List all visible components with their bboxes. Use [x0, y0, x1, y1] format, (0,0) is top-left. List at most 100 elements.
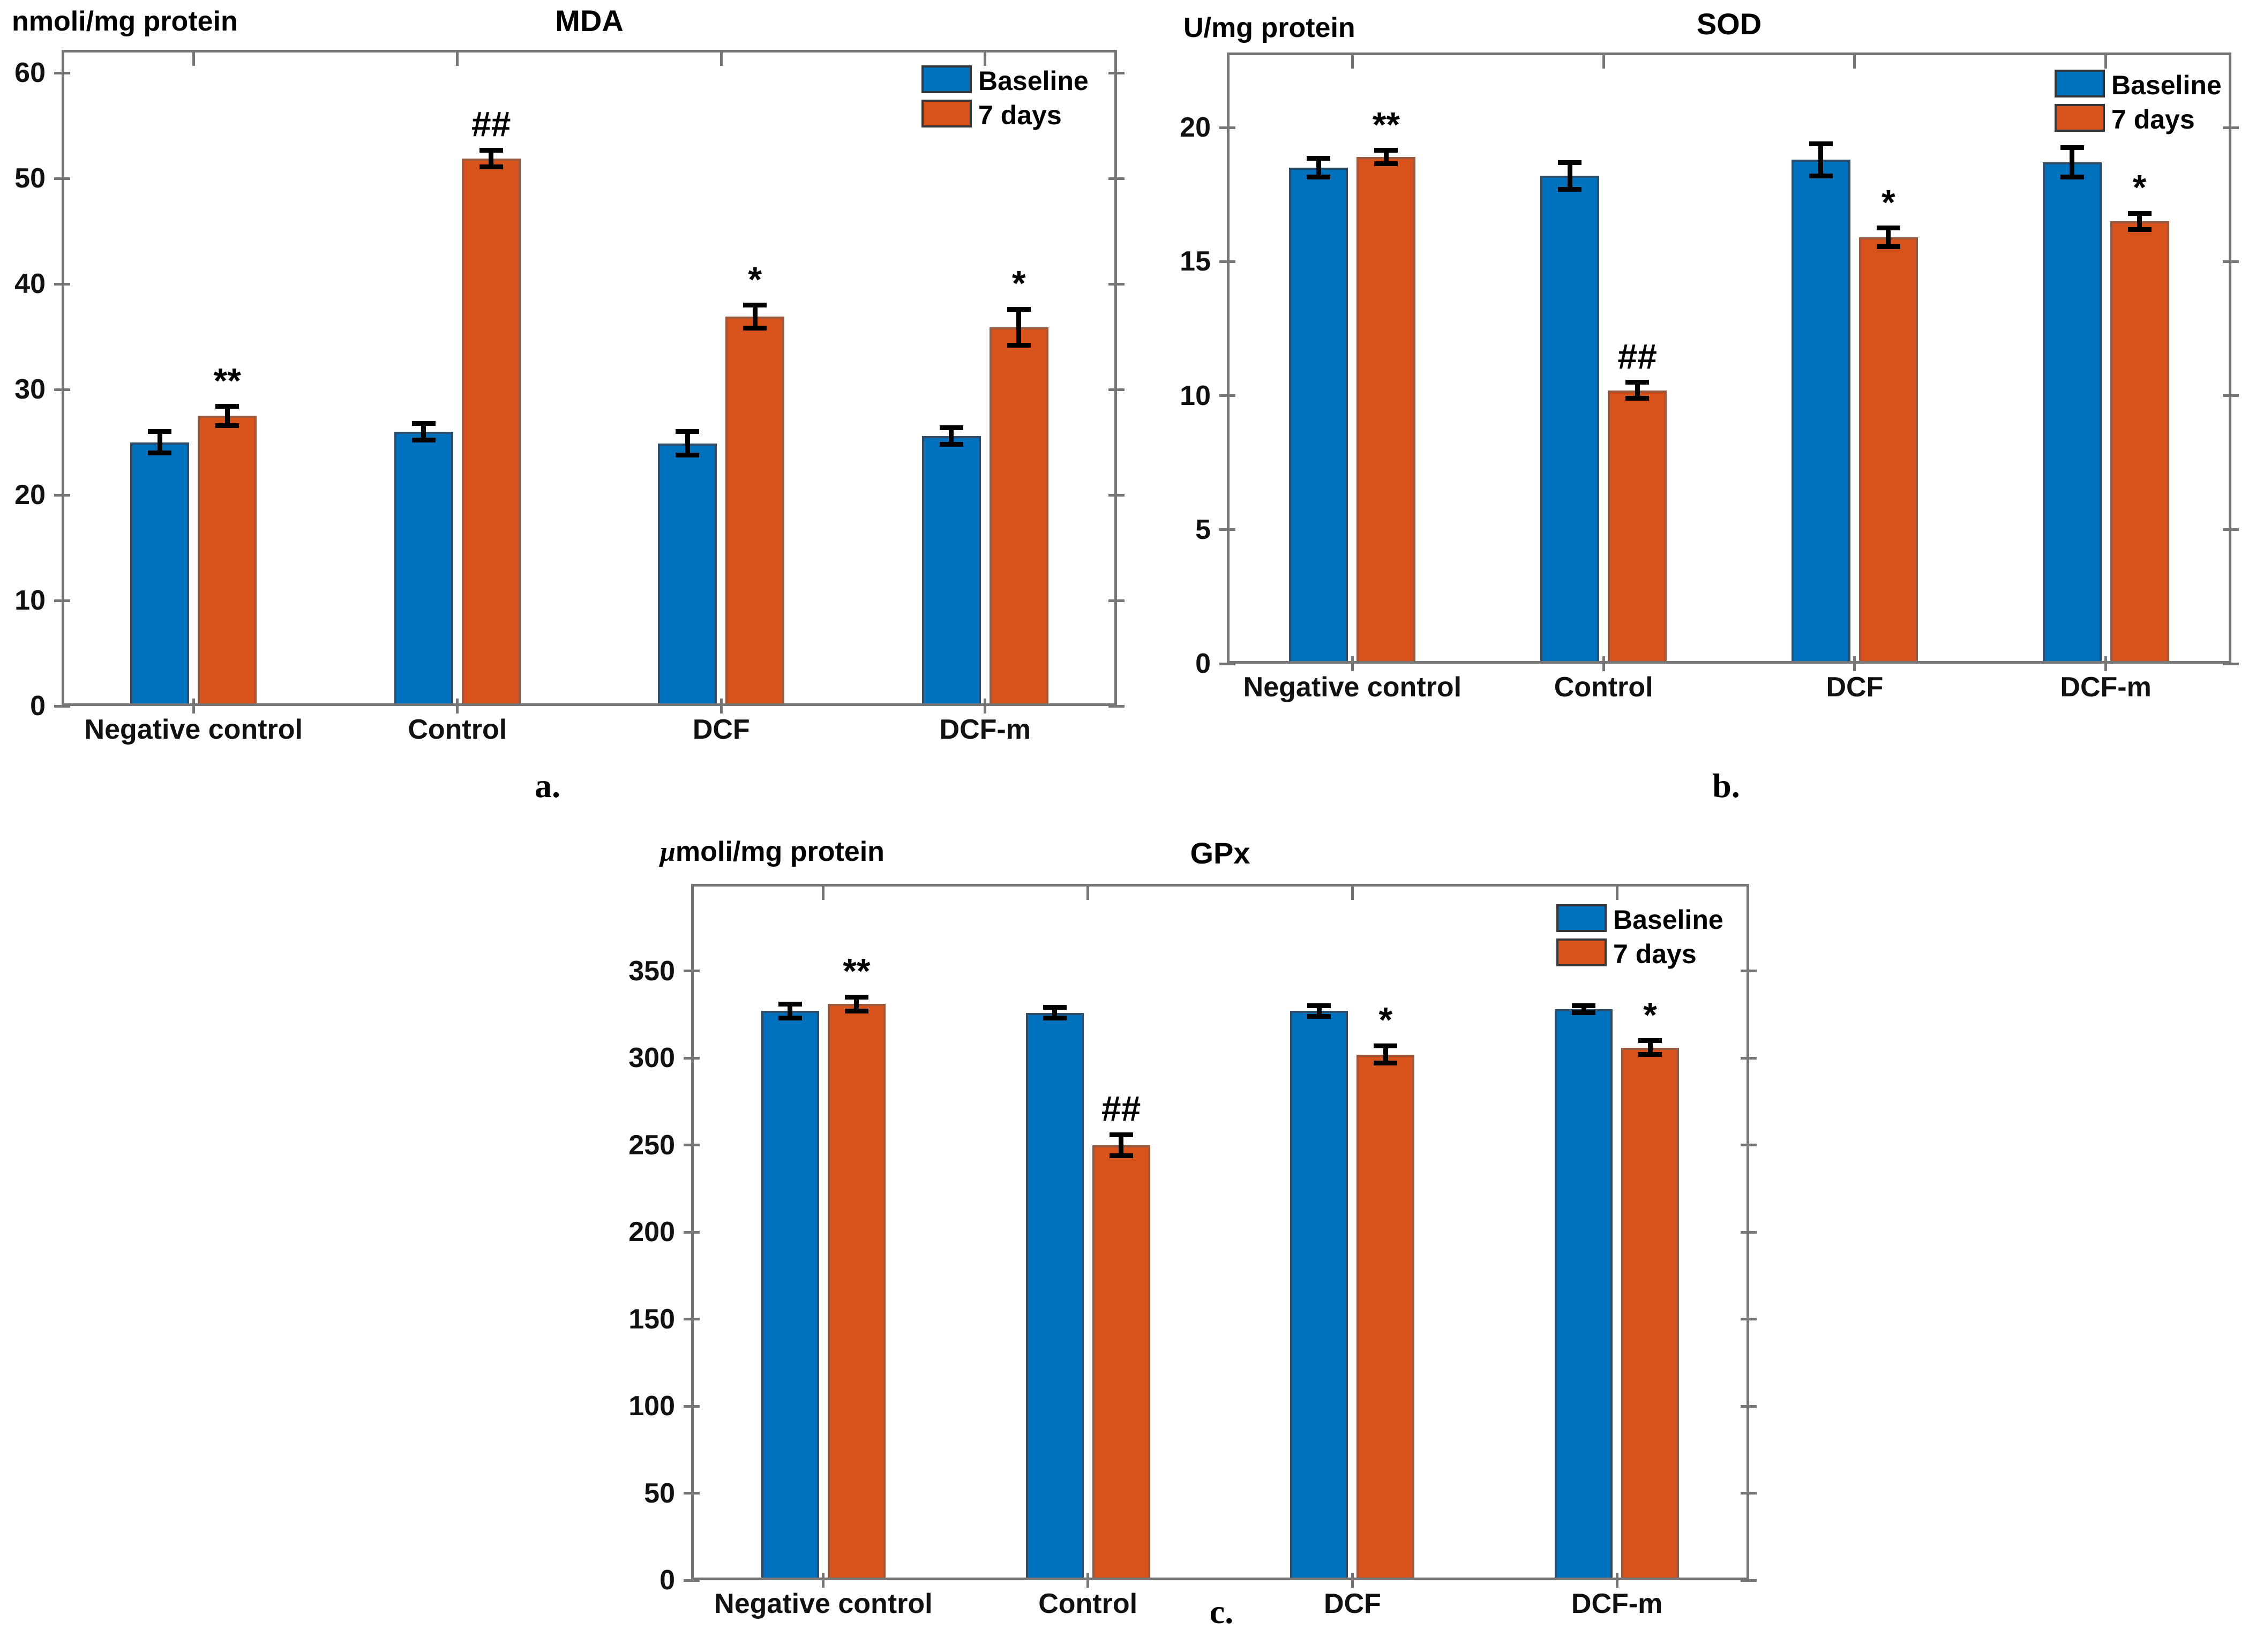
x-tick-bottom: [2104, 656, 2108, 671]
error-bar-cap-bottom: [1374, 1061, 1398, 1066]
significance-annotation: **: [213, 361, 241, 401]
legend-swatch-baseline: [1556, 904, 1607, 932]
y-tick-label: 100: [628, 1391, 675, 1422]
error-bar-line: [1052, 1007, 1058, 1018]
error-bar-line: [1818, 144, 1824, 176]
y-tick-left: [684, 1492, 700, 1495]
error-bar-cap-top: [479, 147, 503, 153]
error-bar-line: [1647, 1040, 1653, 1055]
error-bar-cap-top: [1307, 156, 1331, 161]
significance-annotation: ##: [1101, 1088, 1141, 1129]
y-tick-left: [684, 1144, 700, 1146]
significance-annotation: *: [2132, 167, 2147, 207]
bar-baseline: [1290, 1011, 1348, 1580]
x-tick-bottom: [456, 699, 459, 714]
y-tick-right: [2223, 528, 2239, 531]
y-tick-label: 20: [1180, 112, 1211, 144]
legend-swatch-seven_days: [921, 100, 972, 127]
x-tick-top: [1615, 884, 1618, 900]
x-category-label: Negative control: [1243, 672, 1462, 703]
y-tick-right: [1741, 1230, 1757, 1234]
y-tick-label: 50: [14, 163, 46, 194]
error-bar-cap-top: [2127, 211, 2152, 216]
y-tick-label: 5: [1195, 514, 1211, 545]
y-tick-left: [54, 388, 70, 391]
x-category-label: DCF: [1323, 1588, 1381, 1619]
error-bar-cap-top: [743, 303, 767, 308]
bar-7days: [198, 416, 257, 706]
y-tick-left: [54, 71, 70, 74]
error-bar-line: [788, 1004, 793, 1018]
x-category-label: Control: [408, 714, 507, 745]
y-tick-left: [1219, 260, 1235, 263]
y-tick-label: 60: [14, 57, 46, 89]
bar-baseline: [1555, 1009, 1613, 1580]
error-bar-line: [1567, 162, 1572, 190]
y-tick-right: [1108, 177, 1125, 180]
x-tick-bottom: [192, 699, 195, 714]
significance-annotation: **: [1372, 104, 1400, 145]
error-bar-line: [1886, 228, 1891, 247]
significance-annotation: *: [748, 259, 762, 299]
y-tick-left: [684, 1405, 700, 1408]
error-bar-cap-bottom: [1007, 342, 1031, 348]
x-tick-top: [1602, 52, 1605, 69]
y-tick-left: [1219, 662, 1235, 665]
x-category-label: Negative control: [714, 1588, 933, 1619]
y-tick-right: [1108, 493, 1125, 497]
y-tick-left: [54, 599, 70, 602]
error-bar-line: [489, 150, 494, 167]
chart-title: SOD: [1696, 7, 1762, 41]
error-bar-line: [421, 423, 426, 440]
y-tick-right: [1741, 1492, 1757, 1495]
bar-baseline: [130, 442, 190, 706]
x-tick-top: [1351, 52, 1354, 69]
error-bar-cap-bottom: [939, 442, 963, 447]
y-tick-label: 0: [30, 690, 46, 722]
error-bar-line: [1635, 382, 1640, 399]
error-bar-cap-top: [215, 404, 239, 409]
x-tick-top: [456, 50, 459, 66]
error-bar-cap-top: [1558, 160, 1582, 165]
error-bar-cap-top: [1043, 1005, 1067, 1010]
y-tick-left: [1219, 394, 1235, 397]
error-bar-line: [1383, 150, 1389, 164]
x-tick-top: [2104, 52, 2108, 69]
error-bar-cap-top: [1109, 1132, 1133, 1137]
y-tick-label: 200: [628, 1217, 675, 1248]
error-bar-cap-bottom: [1307, 1013, 1331, 1019]
x-tick-top: [822, 884, 825, 900]
y-axis-label: nmoli/mg protein: [12, 6, 238, 37]
error-bar-cap-top: [1307, 1003, 1331, 1008]
y-tick-label: 0: [1195, 648, 1211, 679]
y-tick-left: [684, 970, 700, 972]
bar-baseline: [394, 431, 453, 706]
error-bar-cap-bottom: [479, 164, 503, 170]
panel-caption-b: b.: [1712, 767, 1740, 805]
error-bar-cap-top: [939, 425, 963, 430]
y-tick-right: [2223, 260, 2239, 263]
x-category-label: Control: [1038, 1588, 1138, 1619]
error-bar-cap-bottom: [1109, 1153, 1133, 1158]
error-bar-line: [1581, 1005, 1586, 1013]
error-bar-line: [1119, 1135, 1124, 1155]
bar-baseline: [1791, 160, 1850, 664]
error-bar-line: [1316, 158, 1321, 177]
y-tick-right: [1108, 599, 1125, 602]
mu-symbol: μ: [660, 837, 676, 867]
significance-annotation: *: [1011, 264, 1026, 304]
error-bar-cap-top: [778, 1001, 802, 1007]
y-tick-label: 15: [1180, 246, 1211, 277]
x-tick-bottom: [822, 1573, 825, 1588]
legend-swatch-baseline: [921, 65, 972, 93]
error-bar-cap-top: [1638, 1038, 1662, 1043]
x-tick-bottom: [719, 699, 723, 714]
x-tick-bottom: [1351, 1573, 1354, 1588]
error-bar-cap-bottom: [2060, 175, 2084, 180]
y-tick-label: 20: [14, 479, 46, 511]
error-bar-cap-bottom: [215, 423, 239, 428]
y-tick-label: 50: [644, 1477, 675, 1509]
chart-title: GPx: [1190, 836, 1250, 870]
y-axis-label: μmoli/mg protein: [660, 836, 885, 868]
